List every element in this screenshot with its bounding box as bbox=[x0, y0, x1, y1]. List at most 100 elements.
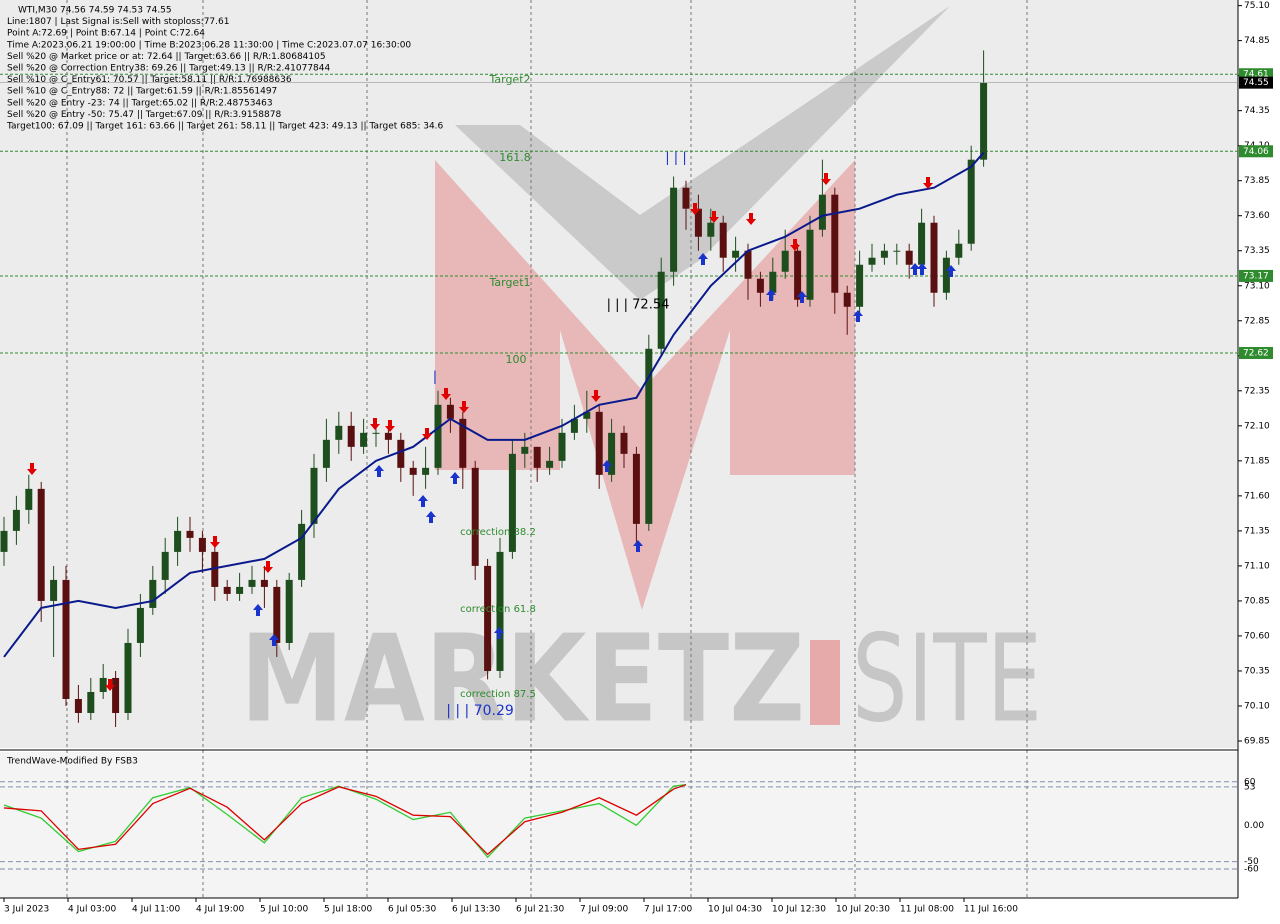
y-tick-label: 53 bbox=[1244, 782, 1255, 792]
x-tick-label: 4 Jul 19:00 bbox=[196, 905, 245, 915]
indicator-title: TrendWave-Modified By FSB3 bbox=[6, 757, 138, 767]
candle-body bbox=[260, 579, 268, 587]
candle-body bbox=[372, 432, 380, 434]
annotation: | | | 70.29 bbox=[446, 703, 514, 719]
current-price: 74.55 bbox=[1243, 78, 1269, 88]
y-tick-label: 72.10 bbox=[1244, 421, 1270, 431]
info-line: Sell %10 @ C_Entry61: 70.57 || Target:58… bbox=[7, 75, 292, 85]
candle-body bbox=[893, 250, 901, 252]
candle-body bbox=[620, 432, 628, 454]
candle-body bbox=[843, 292, 851, 307]
sell-arrow bbox=[790, 239, 800, 251]
y-tick-label: -50 bbox=[1244, 857, 1259, 867]
y-tick-label: 71.10 bbox=[1244, 561, 1270, 571]
current-price-box bbox=[1239, 76, 1273, 89]
candle-body bbox=[50, 579, 58, 601]
x-tick-label: 11 Jul 08:00 bbox=[900, 905, 954, 915]
y-tick-label: 71.85 bbox=[1244, 456, 1270, 466]
candle-body bbox=[0, 530, 8, 552]
y-tick-label: 70.10 bbox=[1244, 701, 1270, 711]
sell-arrow bbox=[210, 536, 220, 548]
y-tick-label: 69.85 bbox=[1244, 736, 1270, 746]
indicator-pane bbox=[0, 752, 1238, 898]
annotation: correction 61.8 bbox=[460, 604, 536, 615]
y-tick-label: 72.35 bbox=[1244, 386, 1270, 396]
buy-arrow bbox=[797, 291, 807, 303]
watermark-bar bbox=[810, 640, 840, 725]
candle-body bbox=[868, 257, 876, 265]
candle-body bbox=[533, 446, 541, 468]
level-name: Target1 bbox=[488, 276, 530, 289]
buy-arrow bbox=[602, 460, 612, 472]
sell-arrow bbox=[821, 173, 831, 185]
candle-body bbox=[149, 579, 157, 608]
x-tick-label: 4 Jul 11:00 bbox=[132, 905, 181, 915]
candle-body bbox=[583, 411, 591, 419]
x-tick-label: 4 Jul 03:00 bbox=[68, 905, 117, 915]
watermark-text: MARKETZ bbox=[240, 611, 805, 750]
candle-body bbox=[806, 229, 814, 300]
candle-body bbox=[694, 208, 702, 237]
buy-arrow bbox=[698, 253, 708, 265]
candle-body bbox=[657, 271, 665, 349]
level-box bbox=[1239, 269, 1273, 282]
candle-body bbox=[99, 677, 107, 692]
watermark-shape bbox=[435, 160, 855, 610]
level-value: 73.17 bbox=[1243, 271, 1269, 281]
candle-body bbox=[211, 551, 219, 587]
watermark-check bbox=[455, 6, 950, 300]
y-tick-label: 72.85 bbox=[1244, 316, 1270, 326]
candle-body bbox=[508, 453, 516, 552]
level-box bbox=[1239, 346, 1273, 359]
y-tick-label: 73.60 bbox=[1244, 211, 1270, 221]
candle-body bbox=[570, 418, 578, 433]
y-tick-label: -60 bbox=[1244, 864, 1259, 874]
y-tick-label: 71.60 bbox=[1244, 491, 1270, 501]
candle-body bbox=[930, 222, 938, 293]
candle-body bbox=[967, 159, 975, 244]
sell-arrow bbox=[690, 203, 700, 215]
candle-body bbox=[719, 222, 727, 258]
candle-body bbox=[546, 460, 554, 468]
info-line: Sell %20 @ Correction Entry38: 69.26 || … bbox=[7, 64, 330, 74]
candle-body bbox=[360, 432, 368, 447]
x-tick-label: 3 Jul 2023 bbox=[4, 905, 49, 915]
candle-body bbox=[384, 432, 392, 440]
buy-arrow bbox=[910, 263, 920, 275]
buy-arrow bbox=[633, 540, 643, 552]
candle-body bbox=[831, 194, 839, 293]
sell-arrow bbox=[27, 463, 37, 475]
y-tick-label: 0.00 bbox=[1244, 821, 1264, 831]
candle-body bbox=[496, 551, 504, 671]
x-tick-label: 10 Jul 04:30 bbox=[708, 905, 762, 915]
level-name: 100 bbox=[506, 353, 527, 366]
candle-body bbox=[682, 187, 690, 209]
buy-arrow bbox=[917, 263, 927, 275]
y-tick-label: 70.85 bbox=[1244, 596, 1270, 606]
candle-body bbox=[298, 523, 306, 580]
candle-body bbox=[459, 418, 467, 468]
candle-body bbox=[62, 579, 70, 699]
candle-body bbox=[397, 439, 405, 468]
candle-body bbox=[856, 264, 864, 307]
candle-body bbox=[484, 565, 492, 671]
info-line: Sell %20 @ Market price or at: 72.64 || … bbox=[7, 52, 326, 62]
level-box bbox=[1239, 145, 1273, 158]
x-tick-label: 7 Jul 17:00 bbox=[644, 905, 693, 915]
sell-arrow bbox=[709, 211, 719, 223]
annotation: correction 87.5 bbox=[460, 689, 536, 700]
candle-body bbox=[310, 467, 318, 524]
candle-body bbox=[769, 271, 777, 293]
main-pane bbox=[0, 0, 1238, 748]
y-tick-label: 60 bbox=[1244, 777, 1256, 787]
candle-body bbox=[632, 453, 640, 524]
candle-body bbox=[248, 579, 256, 587]
candle-body bbox=[670, 187, 678, 272]
candle-body bbox=[112, 677, 120, 713]
buy-arrow bbox=[494, 627, 504, 639]
candle-body bbox=[756, 278, 764, 293]
info-line: Line:1807 | Last Signal is:Sell with sto… bbox=[7, 17, 229, 27]
sell-arrow bbox=[385, 420, 395, 432]
y-tick-label: 74.85 bbox=[1244, 36, 1270, 46]
x-tick-label: 10 Jul 12:30 bbox=[772, 905, 826, 915]
